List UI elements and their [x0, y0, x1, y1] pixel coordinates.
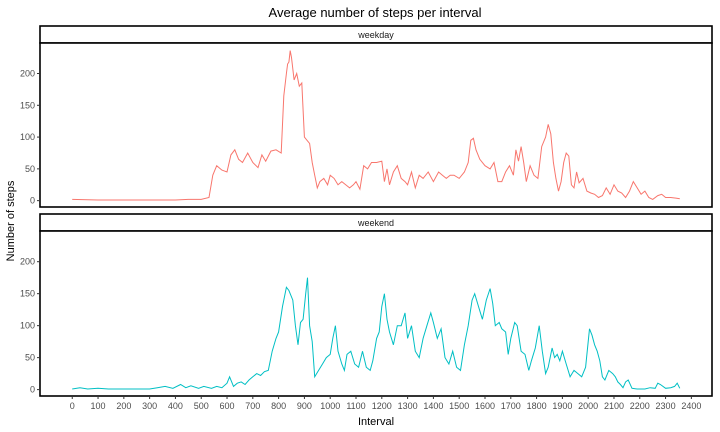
y-tick-label: 100	[20, 321, 35, 331]
y-axis-title: Number of steps	[5, 180, 17, 261]
y-tick-label: 50	[25, 353, 35, 363]
y-tick-label: 0	[30, 385, 35, 395]
y-axis-weekday: 0 50 100 150 200	[20, 69, 40, 206]
series-line-weekend	[72, 277, 681, 390]
x-tick-label: 400	[168, 401, 183, 411]
x-tick-label: 1200	[372, 401, 392, 411]
y-tick-label: 200	[20, 69, 35, 79]
strip-label-weekday: weekday	[357, 30, 394, 40]
x-tick-label: 1900	[552, 401, 572, 411]
strip-label-weekend: weekend	[357, 218, 394, 228]
x-tick-label: 1800	[527, 401, 547, 411]
x-tick-label: 2200	[630, 401, 650, 411]
x-tick-label: 1000	[320, 401, 340, 411]
x-axis: 0 100 200 300 400 500 600 700 800 900 1000 1100 1200…	[70, 396, 701, 411]
x-tick-label: 1600	[475, 401, 495, 411]
x-tick-label: 300	[142, 401, 157, 411]
x-axis-title: Interval	[358, 416, 394, 428]
x-tick-label: 2000	[578, 401, 598, 411]
x-tick-label: 600	[220, 401, 235, 411]
y-tick-label: 0	[30, 196, 35, 206]
x-tick-label: 2300	[656, 401, 676, 411]
x-tick-label: 200	[116, 401, 131, 411]
panel-weekend: weekend 0 50 100 150 200	[20, 213, 713, 397]
x-tick-label: 500	[194, 401, 209, 411]
x-tick-label: 1400	[423, 401, 443, 411]
chart-title: Average number of steps per interval	[269, 5, 482, 20]
series-line-weekday	[72, 50, 680, 201]
x-tick-label: 1100	[346, 401, 365, 411]
plot-area-weekday	[39, 42, 713, 208]
y-tick-label: 50	[25, 164, 35, 174]
x-tick-label: 0	[70, 401, 75, 411]
y-tick-label: 150	[20, 289, 35, 299]
x-tick-label: 700	[245, 401, 260, 411]
x-tick-label: 2100	[604, 401, 624, 411]
y-tick-label: 100	[20, 132, 35, 142]
x-tick-label: 900	[297, 401, 312, 411]
x-tick-label: 2400	[681, 401, 701, 411]
x-tick-label: 1500	[449, 401, 469, 411]
x-tick-label: 800	[271, 401, 286, 411]
y-axis-weekend: 0 50 100 150 200	[20, 257, 40, 395]
plot-area-weekend	[39, 230, 713, 397]
panel-weekday: weekday 0 50 100 150 200	[20, 25, 713, 208]
y-tick-label: 150	[20, 100, 35, 110]
x-tick-label: 100	[91, 401, 106, 411]
y-tick-label: 200	[20, 257, 35, 267]
x-tick-label: 1300	[398, 401, 418, 411]
x-tick-label: 1700	[501, 401, 521, 411]
